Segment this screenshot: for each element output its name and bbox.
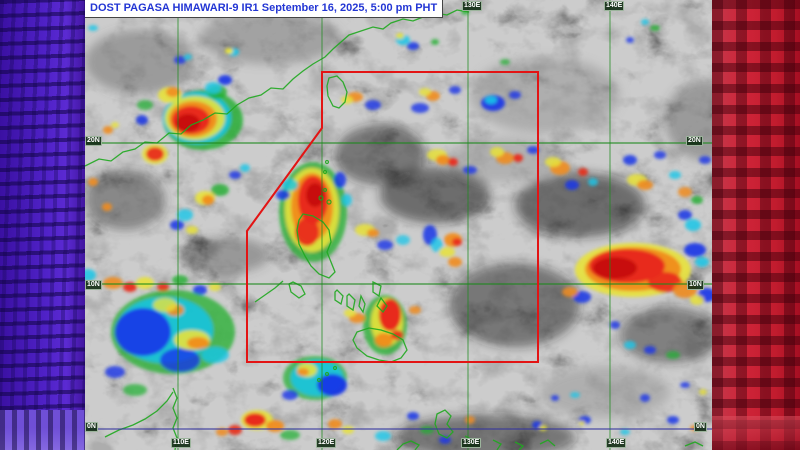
grid-label-20n: 20N (85, 136, 102, 146)
convective-cells (85, 9, 712, 444)
grid-label-130e: 130E (461, 438, 482, 448)
grid-label-0n: 0N (694, 422, 707, 432)
coast-leyte (376, 296, 388, 314)
satellite-map (85, 0, 712, 450)
coast-luzon (296, 213, 336, 279)
coast-panay (334, 289, 344, 306)
grid-label-140e: 140E (606, 438, 627, 448)
coast-island-e (684, 441, 704, 447)
satellite-image-panel: DOST PAGASA HIMAWARI-9 IR1 September 16,… (85, 0, 712, 450)
coast-island-b (492, 439, 502, 450)
coast-mindanao (352, 327, 408, 363)
grid-label-20n: 20N (686, 136, 703, 146)
coast-negros-cebu (346, 293, 356, 312)
coast-borneo-north (104, 391, 174, 438)
coast-samar (372, 280, 382, 298)
coast-island-d (539, 439, 556, 447)
grid-label-0n: 0N (85, 422, 98, 432)
coast-island-c (514, 441, 525, 450)
title-text: DOST PAGASA HIMAWARI-9 IR1 September 16,… (90, 2, 438, 14)
grid-label-140e: 140E (604, 1, 625, 11)
grid-label-130e: 130E (462, 1, 483, 11)
coast-bohol (358, 294, 366, 314)
lat-lon-grid (85, 0, 712, 450)
grid-label-120e: 120E (316, 438, 337, 448)
left-border-photo (0, 0, 85, 450)
title-bar: DOST PAGASA HIMAWARI-9 IR1 September 16,… (85, 0, 444, 18)
par-boundary-outline (246, 71, 539, 363)
right-border-photo (712, 0, 800, 450)
coast-halmahera (434, 409, 454, 439)
grid-label-10n: 10N (687, 280, 704, 290)
coast-sulawesi-tip (396, 440, 421, 450)
grid-label-110e: 110E (171, 438, 191, 448)
coast-taiwan (326, 75, 348, 109)
grid-label-10n: 10N (85, 280, 102, 290)
